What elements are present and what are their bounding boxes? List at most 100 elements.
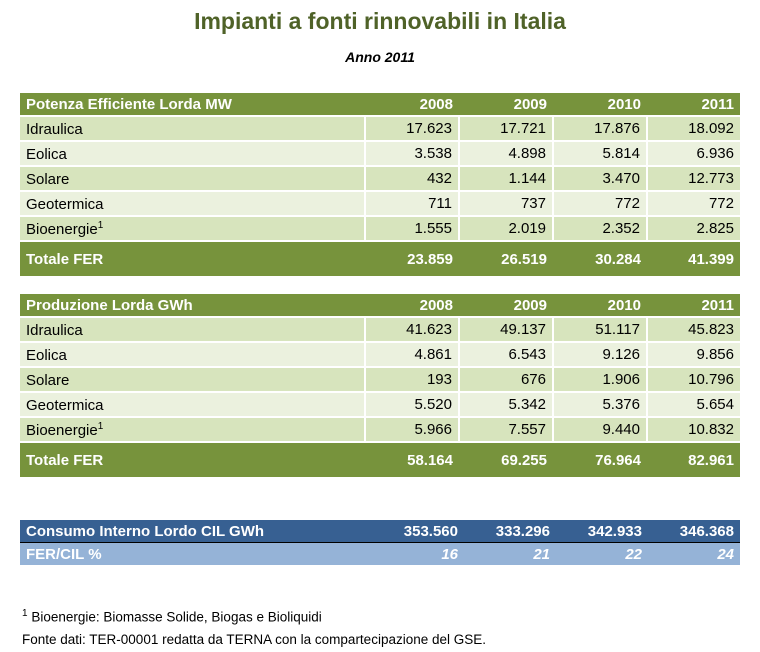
cell: 353.560: [372, 520, 464, 543]
produzione-table: Produzione Lorda GWh 2008 2009 2010 2011 Idra…: [20, 294, 740, 477]
cell: 3.470: [552, 165, 647, 191]
total-row: Totale FER 23.859 26.519 30.284 41.399: [20, 240, 740, 276]
cell: 10.796: [646, 366, 740, 392]
page-subtitle: Anno 2011: [345, 49, 415, 65]
cell: 69.255: [459, 441, 553, 477]
cell: 193: [364, 366, 459, 392]
table-row: Solare 193 676 1.906 10.796: [20, 366, 740, 392]
year-header: 2008: [365, 93, 459, 116]
table-row: Geotermica 5.520 5.342 5.376 5.654: [20, 391, 740, 417]
footnote-marker: 1: [22, 608, 28, 619]
year-header: 2010: [553, 93, 647, 116]
cell: 9.440: [552, 416, 647, 442]
cell: 9.126: [552, 341, 647, 367]
cell: 82.961: [647, 441, 740, 477]
cell: 432: [364, 165, 459, 191]
potenza-table: Potenza Efficiente Lorda MW 2008 2009 2010 2…: [20, 93, 740, 276]
cell: 772: [552, 190, 647, 216]
cell: 7.557: [458, 416, 553, 442]
year-header: 2011: [647, 93, 740, 116]
cell: 1.555: [364, 215, 459, 241]
cell: 41.623: [364, 316, 459, 342]
cell: 342.933: [556, 520, 648, 543]
cell: 2.825: [646, 215, 740, 241]
cell: 333.296: [464, 520, 556, 543]
cell: 45.823: [646, 316, 740, 342]
year-header: 2008: [365, 294, 459, 317]
cell: 10.832: [646, 416, 740, 442]
cell: 9.856: [646, 341, 740, 367]
source-note: Fonte dati: TER-00001 redatta da TERNA c…: [22, 632, 487, 647]
cell: 16: [372, 542, 464, 565]
cell: 737: [458, 190, 553, 216]
cell: 5.966: [364, 416, 459, 442]
cell: 676: [458, 366, 553, 392]
row-label: Geotermica: [20, 391, 365, 417]
footnote: 1 Bioenergie: Biomasse Solide, Biogas e …: [22, 608, 322, 625]
cell: 51.117: [552, 316, 647, 342]
table-row: Geotermica 711 737 772 772: [20, 190, 740, 216]
cell: 76.964: [553, 441, 647, 477]
cell: 58.164: [365, 441, 459, 477]
cell: 4.898: [458, 140, 553, 166]
consumo-row: Consumo Interno Lordo CIL GWh 353.560 33…: [20, 520, 740, 543]
footnote-text: Bioenergie: Biomasse Solide, Biogas e Bi…: [31, 609, 322, 625]
table-row: Idraulica 41.623 49.137 51.117 45.823: [20, 316, 740, 342]
cell: 18.092: [646, 115, 740, 141]
cell: 346.368: [648, 520, 740, 543]
cell: 3.538: [364, 140, 459, 166]
cell: 30.284: [553, 240, 647, 276]
cell: 22: [556, 542, 648, 565]
total-row: Totale FER 58.164 69.255 76.964 82.961: [20, 441, 740, 477]
cell: 12.773: [646, 165, 740, 191]
row-label: Eolica: [20, 341, 365, 367]
cell: 2.019: [458, 215, 553, 241]
row-label: Idraulica: [20, 115, 365, 141]
cell: 41.399: [647, 240, 740, 276]
cell: 24: [648, 542, 740, 565]
header-row: Produzione Lorda GWh 2008 2009 2010 2011: [20, 294, 740, 317]
table-header: Produzione Lorda GWh: [20, 294, 365, 317]
cell: 772: [646, 190, 740, 216]
page-title: Impianti a fonti rinnovabili in Italia: [194, 8, 566, 34]
row-label: FER/CIL %: [20, 542, 372, 565]
table-row: Solare 432 1.144 3.470 12.773: [20, 165, 740, 191]
row-label: Totale FER: [20, 240, 365, 276]
table-row: Idraulica 17.623 17.721 17.876 18.092: [20, 115, 740, 141]
cell: 1.906: [552, 366, 647, 392]
consumo-table: Consumo Interno Lordo CIL GWh 353.560 33…: [20, 520, 740, 565]
header-row: Potenza Efficiente Lorda MW 2008 2009 2010 2…: [20, 93, 740, 116]
cell: 5.520: [364, 391, 459, 417]
row-label: Geotermica: [20, 190, 365, 216]
footnote-marker: 1: [97, 420, 104, 432]
cell: 2.352: [552, 215, 647, 241]
table-row: Bioenergie1 1.555 2.019 2.352 2.825: [20, 215, 740, 241]
cell: 17.721: [458, 115, 553, 141]
cell: 711: [364, 190, 459, 216]
fercil-row: FER/CIL % 16 21 22 24: [20, 542, 740, 565]
row-label: Totale FER: [20, 441, 365, 477]
cell: 49.137: [458, 316, 553, 342]
cell: 6.936: [646, 140, 740, 166]
cell: 5.376: [552, 391, 647, 417]
year-header: 2011: [647, 294, 740, 317]
footnote-marker: 1: [97, 219, 104, 231]
year-header: 2010: [553, 294, 647, 317]
cell: 5.814: [552, 140, 647, 166]
row-label: Solare: [20, 366, 365, 392]
table-row: Bioenergie1 5.966 7.557 9.440 10.832: [20, 416, 740, 442]
cell: 23.859: [365, 240, 459, 276]
row-label: Solare: [20, 165, 365, 191]
table-row: Eolica 3.538 4.898 5.814 6.936: [20, 140, 740, 166]
row-label: Eolica: [20, 140, 365, 166]
cell: 5.654: [646, 391, 740, 417]
cell: 4.861: [364, 341, 459, 367]
table-row: Eolica 4.861 6.543 9.126 9.856: [20, 341, 740, 367]
cell: 17.876: [552, 115, 647, 141]
table-header: Potenza Efficiente Lorda MW: [20, 93, 365, 116]
year-header: 2009: [459, 93, 553, 116]
cell: 6.543: [458, 341, 553, 367]
row-label: Bioenergie1: [20, 416, 365, 442]
cell: 5.342: [458, 391, 553, 417]
cell: 1.144: [458, 165, 553, 191]
